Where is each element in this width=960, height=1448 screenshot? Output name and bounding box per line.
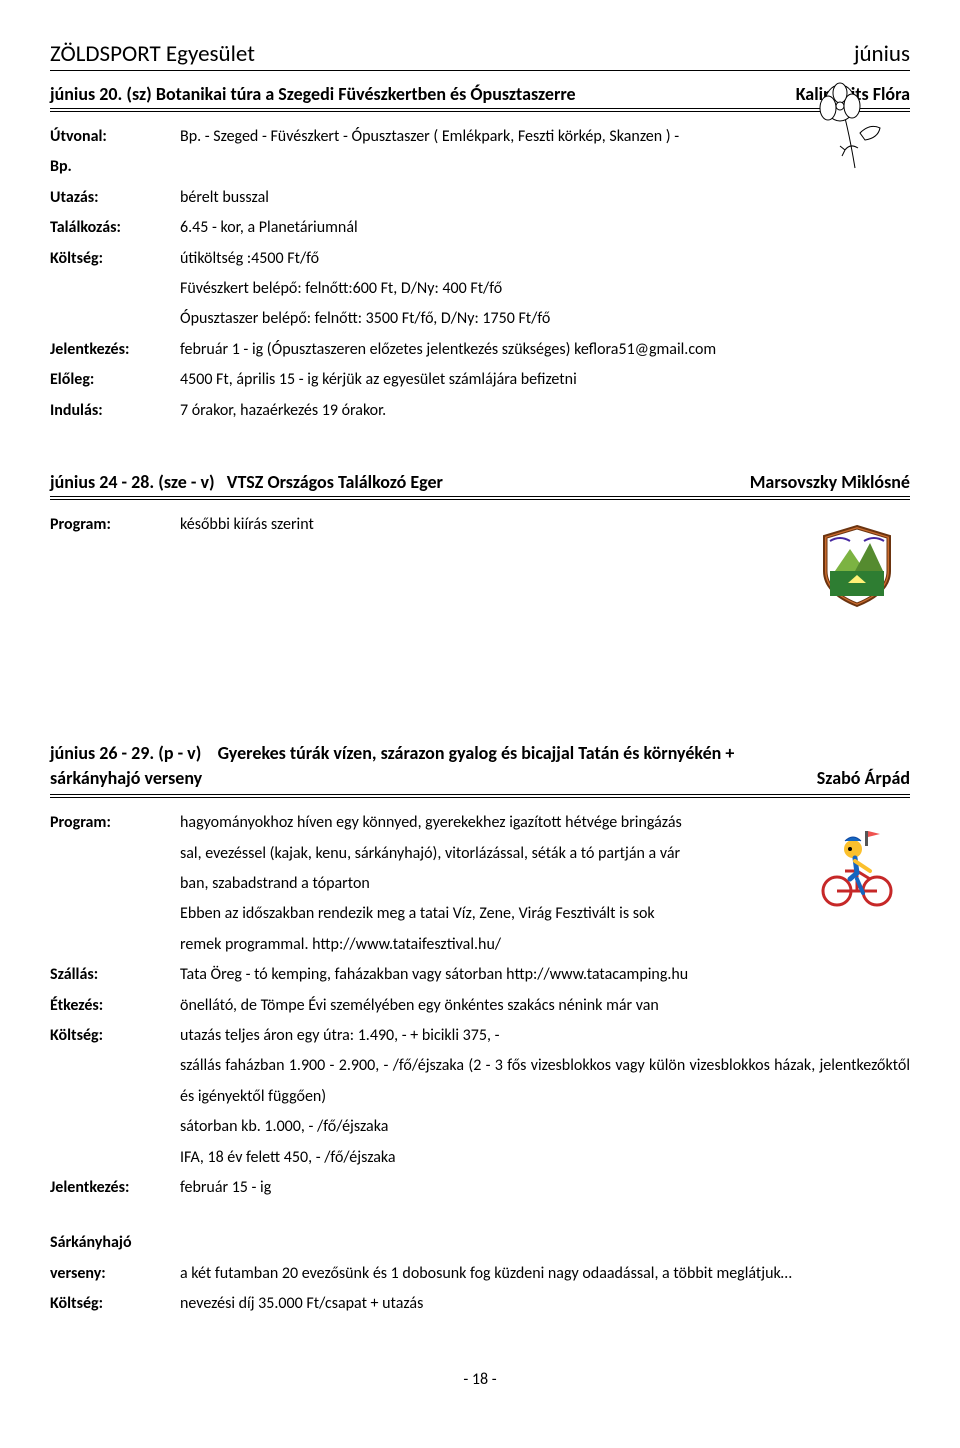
e3-koltseg-line1: utazás teljes áron egy útra: 1.490, - + … <box>180 1021 910 1051</box>
e3-jelentkezes-value: február 15 - ig <box>180 1173 910 1203</box>
utvonal-label: Útvonal: <box>50 122 180 152</box>
e3-szallas-value: Tata Öreg - tó kemping, faházakban vagy … <box>180 960 910 990</box>
month-label: június <box>854 40 910 68</box>
e3-program-line2: sal, evezéssel (kajak, kenu, sárkányhajó… <box>50 839 910 869</box>
event-1: június 20. (sz) Botanikai túra a Szegedi… <box>50 83 910 426</box>
event-3: június 26 - 29. (p - v) Gyerekes túrák v… <box>50 741 910 1320</box>
jelentkezes-value: február 1 - ig (Ópusztaszeren előzetes j… <box>180 335 910 365</box>
page-header: ZÖLDSPORT Egyesület június <box>50 40 910 71</box>
page-number: - 18 - <box>50 1370 910 1389</box>
e3-program-line4: Ebben az időszakban rendezik meg a tatai… <box>50 899 910 929</box>
e3-etkezes-value: önellátó, de Tömpe Évi személyében egy ö… <box>180 991 910 1021</box>
event-1-title: június 20. (sz) Botanikai túra a Szegedi… <box>50 83 576 105</box>
event-2-date: június 24 - 28. (sze - v) <box>50 471 215 493</box>
event-3-name: Gyerekes túrák vízen, szárazon gyalog és… <box>218 742 735 764</box>
event-3-date: június 26 - 29. (p - v) <box>50 742 201 764</box>
e3-program-line3: ban, szabadstrand a tóparton <box>50 869 910 899</box>
utvonal-value: Bp. - Szeged - Füvészkert - Ópusztaszer … <box>180 122 910 152</box>
e3-koltseg-line3: sátorban kb. 1.000, - /fő/éjszaka <box>50 1112 910 1142</box>
emblem-icon <box>815 521 900 611</box>
koltseg-line1: útiköltség :4500 Ft/fő <box>180 244 910 274</box>
event-2-title-row: június 24 - 28. (sze - v) VTSZ Országos … <box>50 471 910 500</box>
e3-koltseg-line4: IFA, 18 év felett 450, - /fő/éjszaka <box>50 1143 910 1173</box>
e3-koltseg-line2: szállás faházban 1.900 - 2.900, - /fő/éj… <box>50 1051 910 1112</box>
indulas-label: Indulás: <box>50 396 180 426</box>
event-2: június 24 - 28. (sze - v) VTSZ Országos … <box>50 471 910 696</box>
flower-icon <box>810 78 900 178</box>
eloleg-label: Előleg: <box>50 365 180 395</box>
eloleg-value: 4500 Ft, április 15 - ig kérjük az egyes… <box>180 365 910 395</box>
sarkany-value: a két futamban 20 evezősünk és 1 dobosun… <box>180 1259 910 1289</box>
cyclist-icon <box>815 821 900 911</box>
event-2-title: június 24 - 28. (sze - v) VTSZ Országos … <box>50 471 443 493</box>
e3-koltseg-label: Költség: <box>50 1021 180 1051</box>
talalkozas-label: Találkozás: <box>50 213 180 243</box>
utazas-value: bérelt busszal <box>180 183 910 213</box>
koltseg-line2: Füvészkert belépő: felnőtt:600 Ft, D/Ny:… <box>50 274 910 304</box>
talalkozas-value: 6.45 - kor, a Planetáriumnál <box>180 213 910 243</box>
e3-program-label: Program: <box>50 808 180 838</box>
koltseg-label: Költség: <box>50 244 180 274</box>
event-2-organizer: Marsovszky Miklósné <box>750 471 910 493</box>
event-1-title-row: június 20. (sz) Botanikai túra a Szegedi… <box>50 83 910 112</box>
e3-etkezes-label: Étkezés: <box>50 991 180 1021</box>
utazas-label: Utazás: <box>50 183 180 213</box>
e3-jelentkezes-label: Jelentkezés: <box>50 1173 180 1203</box>
event-3-organizer: Szabó Árpád <box>817 766 910 791</box>
bp-label: Bp. <box>50 152 180 182</box>
org-name: ZÖLDSPORT Egyesület <box>50 40 255 68</box>
e3-koltseg2-value: nevezési díj 35.000 Ft/csapat + utazás <box>180 1289 910 1319</box>
event-3-title-line1: június 26 - 29. (p - v) Gyerekes túrák v… <box>50 741 910 766</box>
program-value: későbbi kiírás szerint <box>180 510 910 540</box>
e3-koltseg2-label: Költség: <box>50 1289 180 1319</box>
sarkany-label2: verseny: <box>50 1259 180 1289</box>
jelentkezes-label: Jelentkezés: <box>50 335 180 365</box>
event-3-title-line2-left: sárkányhajó verseny <box>50 766 202 791</box>
e3-szallas-label: Szállás: <box>50 960 180 990</box>
event-1-name: Botanikai túra a Szegedi Füvészkertben é… <box>156 83 576 105</box>
event-1-date: június 20. (sz) <box>50 83 152 105</box>
sarkany-label1: Sárkányhajó <box>50 1228 180 1258</box>
e3-program-line5: remek programmal. http://www.tataifeszti… <box>50 930 910 960</box>
program-label: Program: <box>50 510 180 540</box>
event-3-title-block: június 26 - 29. (p - v) Gyerekes túrák v… <box>50 741 910 798</box>
indulas-value: 7 órakor, hazaérkezés 19 órakor. <box>180 396 910 426</box>
e3-program-line1: hagyományokhoz híven egy könnyed, gyerek… <box>180 808 910 838</box>
event-2-name: VTSZ Országos Találkozó Eger <box>227 471 443 493</box>
koltseg-line3: Ópusztaszer belépő: felnőtt: 3500 Ft/fő,… <box>50 304 910 334</box>
